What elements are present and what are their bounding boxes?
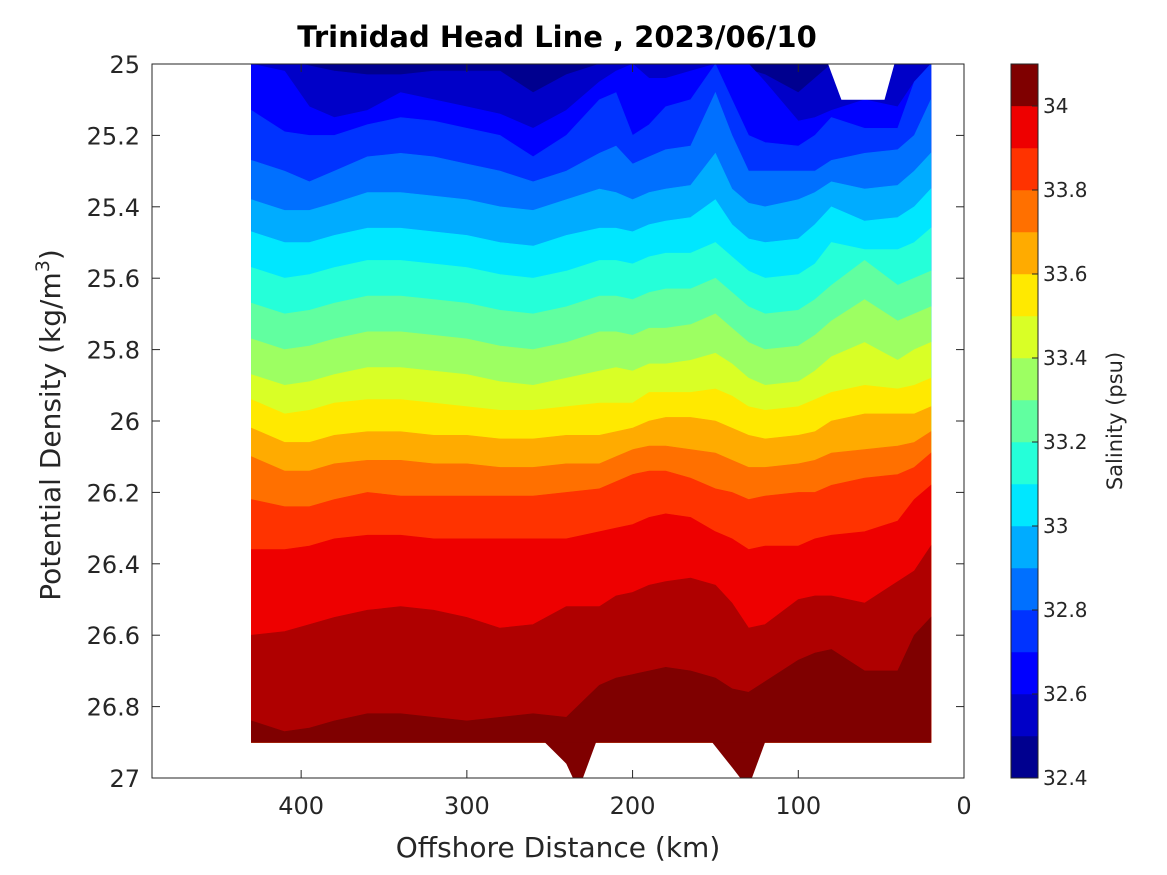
- y-tick-label: 26.2: [87, 479, 140, 507]
- y-axis-title-close: ): [34, 249, 67, 260]
- salinity-deep-spot-1: [712, 742, 766, 778]
- y-tick-label: 25.4: [87, 194, 140, 222]
- colorbar-segment: [1010, 399, 1039, 443]
- colorbar-segment: [1010, 567, 1039, 611]
- colorbar-segment: [1010, 315, 1039, 359]
- salinity-band-34.1: [251, 616, 932, 743]
- contour-fill-layer: [251, 64, 932, 778]
- y-tick-label: 25.6: [87, 265, 140, 293]
- y-tick-label: 25: [109, 51, 140, 79]
- colorbar-tick-label: 33.6: [1043, 262, 1088, 286]
- colorbar-segment: [1010, 147, 1039, 191]
- colorbar: 32.4 32.6 32.8 33 33.2 33.4 33.6 33.8 34: [1010, 63, 1088, 790]
- x-axis-title: Offshore Distance (km): [396, 831, 721, 864]
- y-tick-label: 25.2: [87, 122, 140, 150]
- colorbar-segment: [1010, 651, 1039, 695]
- y-tick-label: 26.8: [87, 694, 140, 722]
- colorbar-segment: [1010, 231, 1039, 275]
- colorbar-segment: [1010, 357, 1039, 401]
- colorbar-frame: [1010, 63, 1039, 779]
- x-tick-label: 300: [444, 792, 490, 820]
- plot-area: [151, 63, 965, 779]
- colorbar-title: Salinity (psu): [1103, 352, 1127, 490]
- y-axis-title-main: Potential Density (kg/m: [34, 272, 67, 601]
- y-axis: 25 25.2 25.4 25.6 25.8 26 26.2 26.4 26.6 26.8 27: [87, 51, 964, 793]
- colorbar-tick-label: 33.4: [1043, 346, 1088, 370]
- x-tick-label: 400: [278, 792, 324, 820]
- colorbar-tick-label: 32.6: [1043, 682, 1088, 706]
- colorbar-segment: [1010, 483, 1039, 527]
- x-tick-label: 200: [610, 792, 656, 820]
- colorbar-tick-label: 33.2: [1043, 430, 1088, 454]
- colorbar-segment: [1010, 273, 1039, 317]
- colorbar-segment: [1010, 189, 1039, 233]
- colorbar-tick-label: 33.8: [1043, 178, 1088, 202]
- salinity-deep-spot-0: [544, 742, 597, 778]
- colorbar-tick-label: 32.8: [1043, 598, 1088, 622]
- colorbar-tick-label: 32.4: [1043, 766, 1088, 790]
- colorbar-segment: [1010, 105, 1039, 149]
- x-tick-label: 100: [775, 792, 821, 820]
- x-tick-label: 0: [956, 792, 971, 820]
- y-tick-label: 27: [109, 765, 140, 793]
- y-tick-label: 26.4: [87, 551, 140, 579]
- y-tick-label: 25.8: [87, 337, 140, 365]
- colorbar-segment: [1010, 525, 1039, 569]
- y-axis-title: Potential Density (kg/m3): [32, 249, 67, 601]
- colorbar-segment: [1010, 735, 1039, 779]
- chart-title: Trinidad Head Line , 2023/06/10: [297, 20, 817, 54]
- colorbar-tick-label: 34: [1043, 94, 1068, 118]
- y-tick-label: 26.6: [87, 622, 140, 650]
- missing-data-region: [828, 64, 895, 100]
- colorbar-tick-label: 33: [1043, 514, 1068, 538]
- colorbar-segment: [1010, 609, 1039, 653]
- colorbar-segment: [1011, 64, 1038, 106]
- y-tick-label: 26: [109, 408, 140, 436]
- salinity-deep-spot-2: [781, 717, 865, 743]
- y-axis-title-superscript: 3: [32, 260, 54, 272]
- colorbar-segment: [1010, 693, 1039, 737]
- x-axis: 400 300 200 100 0: [278, 64, 972, 820]
- colorbar-segment: [1010, 441, 1039, 485]
